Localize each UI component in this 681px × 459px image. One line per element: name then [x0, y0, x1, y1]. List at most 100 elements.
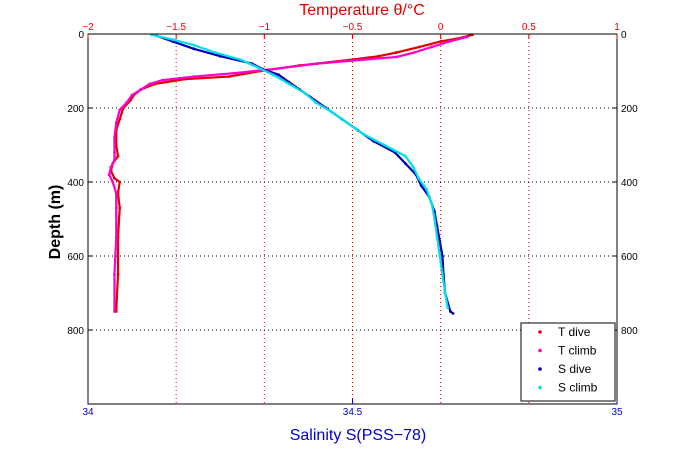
- data-point: [130, 93, 134, 97]
- data-point: [213, 51, 217, 54]
- data-point: [377, 54, 381, 58]
- data-point: [192, 75, 196, 78]
- left-tick-label: 0: [78, 30, 84, 41]
- data-point: [404, 162, 407, 165]
- data-point: [412, 51, 416, 54]
- data-point: [433, 217, 436, 221]
- data-point: [114, 191, 118, 195]
- right-tick-label: 600: [621, 252, 638, 263]
- data-point: [116, 273, 120, 276]
- data-point: [404, 154, 407, 158]
- data-point: [451, 311, 455, 315]
- data-point: [271, 73, 275, 77]
- data-point: [113, 136, 116, 140]
- top-tick-label: −2: [82, 22, 94, 33]
- data-point: [361, 132, 365, 136]
- left-tick-label: 200: [67, 104, 84, 115]
- data-point: [107, 173, 111, 177]
- legend-label: T climb: [558, 344, 597, 358]
- left-tick-label: 800: [67, 326, 84, 337]
- legend-marker: [538, 348, 542, 353]
- data-point: [148, 82, 152, 86]
- data-point: [113, 151, 116, 154]
- data-point: [227, 75, 231, 78]
- legend-marker: [538, 385, 542, 390]
- data-point: [114, 206, 118, 210]
- top-tick-label: 0: [438, 22, 444, 33]
- series-trace: [109, 33, 473, 312]
- series-t-climb: [107, 35, 469, 313]
- data-point: [443, 291, 447, 295]
- data-point: [441, 254, 444, 258]
- bottom-tick-label: 34: [82, 407, 94, 418]
- data-point: [171, 38, 175, 41]
- series-trace: [108, 35, 468, 312]
- data-point: [438, 239, 442, 243]
- data-point: [359, 58, 363, 62]
- data-point: [218, 54, 222, 58]
- data-point: [160, 78, 164, 82]
- data-point: [236, 71, 240, 75]
- legend-label: S dive: [558, 362, 592, 376]
- legend-marker: [538, 367, 542, 371]
- tick-layer: −2 −1.5 −1 −0.5 0 0.5 1 34 34.5 35 0 0 200 200 400 400 6…: [67, 22, 638, 418]
- data-point: [118, 206, 122, 210]
- right-tick-label: 400: [621, 178, 638, 189]
- data-point: [118, 117, 122, 121]
- y-axis-label: Depth (m): [47, 185, 64, 260]
- series-t-dive: [109, 33, 474, 313]
- data-point: [116, 154, 120, 158]
- data-point: [438, 254, 442, 258]
- data-point: [417, 176, 421, 180]
- bottom-tick-label: 34.5: [343, 407, 363, 418]
- left-tick-label: 400: [67, 178, 84, 189]
- data-point: [192, 43, 196, 47]
- bottom-tick-label: 35: [611, 407, 623, 418]
- legend-label: S climb: [558, 381, 598, 395]
- data-point: [465, 35, 469, 39]
- legend: T dive T climb S dive S climb: [520, 322, 616, 402]
- data-point: [430, 202, 434, 206]
- data-point: [430, 45, 434, 49]
- data-point: [111, 180, 115, 184]
- data-point: [446, 306, 450, 310]
- data-point: [114, 236, 118, 239]
- data-point: [419, 184, 423, 188]
- right-tick-label: 200: [621, 104, 638, 115]
- data-point: [314, 101, 317, 104]
- right-tick-label: 0: [621, 30, 627, 41]
- top-tick-label: 1: [614, 22, 620, 33]
- data-point: [439, 40, 443, 43]
- data-point: [118, 180, 122, 184]
- data-point: [280, 66, 284, 70]
- legend-label: T dive: [558, 325, 591, 339]
- data-point: [139, 88, 143, 91]
- data-point: [277, 73, 280, 77]
- data-point: [303, 91, 307, 95]
- data-point: [113, 158, 116, 162]
- data-point: [395, 51, 398, 54]
- data-layer: [107, 33, 474, 315]
- left-tick-label: 600: [67, 252, 84, 263]
- legend-marker: [538, 330, 542, 334]
- data-point: [435, 236, 439, 239]
- data-point: [345, 121, 349, 125]
- top-tick-label: −0.5: [343, 22, 363, 33]
- data-point: [382, 143, 386, 147]
- data-point: [118, 108, 122, 112]
- data-point: [448, 40, 451, 43]
- data-point: [287, 82, 291, 86]
- data-point: [315, 62, 319, 65]
- data-point: [411, 165, 415, 169]
- data-point: [114, 121, 118, 125]
- data-point: [441, 273, 444, 276]
- data-point: [425, 188, 428, 191]
- data-point: [240, 58, 243, 62]
- top-tick-label: −1: [259, 22, 271, 33]
- data-point: [109, 165, 113, 169]
- data-point: [418, 45, 421, 49]
- data-point: [192, 47, 196, 51]
- data-point: [113, 310, 116, 313]
- legend-box: [520, 322, 616, 402]
- data-point: [448, 310, 452, 313]
